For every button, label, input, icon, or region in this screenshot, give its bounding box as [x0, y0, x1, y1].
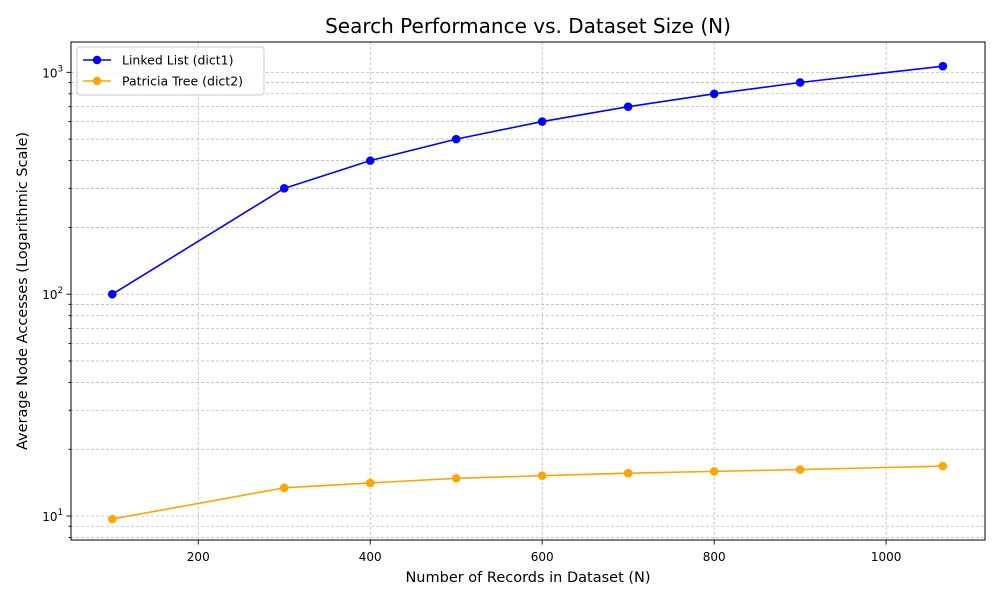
- series-group: [107, 61, 948, 524]
- x-tick-label: 800: [703, 550, 726, 564]
- data-point: [365, 156, 375, 165]
- data-point: [279, 184, 289, 193]
- y-tick-label-base: 10: [42, 288, 57, 302]
- x-axis-label: Number of Records in Dataset (N): [405, 570, 650, 586]
- data-point: [451, 134, 461, 144]
- legend-marker-patricia-tree: [92, 76, 102, 86]
- data-point: [451, 473, 461, 483]
- y-tick-label-exponent: 2: [58, 286, 63, 296]
- legend: Linked List (dict1) Patricia Tree (dict2…: [76, 46, 265, 96]
- x-tick-label: 600: [531, 550, 554, 564]
- data-point: [709, 89, 719, 99]
- data-point: [795, 78, 805, 87]
- legend-marker-linked-list: [92, 55, 102, 65]
- y-axis-label: Average Node Accesses (Logarithmic Scale…: [15, 132, 31, 450]
- legend-label-linked-list: Linked List (dict1): [122, 53, 233, 68]
- data-point: [537, 117, 547, 126]
- y-tick-label-exponent: 3: [58, 64, 63, 74]
- data-point: [537, 471, 547, 481]
- y-tick-label: 102: [42, 286, 63, 302]
- legend-box: [76, 46, 265, 96]
- data-point: [365, 478, 375, 488]
- data-point: [938, 61, 948, 71]
- series-0: [107, 61, 948, 299]
- data-point: [107, 289, 117, 299]
- data-point: [623, 102, 633, 112]
- legend-label-patricia-tree: Patricia Tree (dict2): [122, 74, 243, 89]
- x-tick-label: 200: [187, 550, 210, 564]
- data-point: [938, 461, 948, 471]
- plot-frame: [70, 41, 986, 541]
- series-1: [107, 461, 948, 524]
- y-tick-label: 101: [42, 508, 63, 524]
- chart-title: Search Performance vs. Dataset Size (N): [325, 14, 731, 38]
- data-point: [623, 468, 633, 478]
- y-tick-label-exponent: 1: [58, 508, 63, 518]
- data-point: [795, 465, 805, 474]
- y-tick-label-base: 10: [42, 510, 57, 524]
- data-point: [279, 483, 289, 493]
- data-point: [107, 514, 117, 524]
- data-point: [709, 467, 719, 476]
- y-tick-label: 103: [42, 64, 63, 80]
- x-tick-label: 1000: [871, 550, 902, 564]
- y-tick-label-base: 10: [42, 66, 57, 80]
- x-tick-label: 400: [359, 550, 382, 564]
